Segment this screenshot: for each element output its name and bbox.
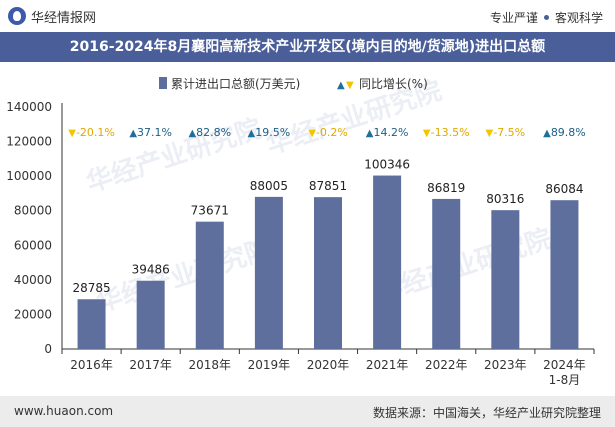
bar <box>254 196 283 349</box>
bar <box>195 221 224 349</box>
bar <box>77 299 106 349</box>
x-tick-label: 2021年 <box>366 358 409 372</box>
yoy-label: ▼-20.1% <box>68 126 115 139</box>
y-tick-label: 100000 <box>6 169 52 183</box>
legend-yoy-label: 同比增长(%) <box>359 77 428 91</box>
y-tick-label: 0 <box>44 342 52 356</box>
yoy-label: ▼-0.2% <box>308 126 348 139</box>
yoy-value: 89.8% <box>551 126 586 139</box>
legend-bar-label: 累计进出口总额(万美元) <box>171 77 300 91</box>
bullet-icon <box>543 15 549 20</box>
bar <box>373 175 402 349</box>
bar <box>491 210 520 349</box>
data-label: 86084 <box>545 182 583 196</box>
title-bar: 2016-2024年8月襄阳高新技术产业开发区(境内目的地/货源地)进出口总额 <box>0 32 615 62</box>
y-tick-label: 40000 <box>14 273 52 287</box>
slogan-right: 客观科学 <box>554 11 603 25</box>
up-triangle-icon: ▲ <box>366 128 374 139</box>
data-label: 87851 <box>309 179 347 193</box>
x-tick-label: 2023年 <box>484 358 527 372</box>
data-label: 39486 <box>132 263 170 277</box>
brand-name: 华经情报网 <box>31 10 97 26</box>
legend-up-triangle-icon: ▲ <box>337 80 345 91</box>
down-triangle-icon: ▼ <box>486 128 494 139</box>
brand: 华经情报网 <box>8 7 97 26</box>
footer-bar: www.huaon.com 数据来源：中国海关，华经产业研究院整理 <box>0 396 615 427</box>
data-label: 86819 <box>427 181 465 195</box>
huajing-logo-icon <box>8 7 26 25</box>
bar <box>314 197 342 349</box>
data-label: 100346 <box>364 158 410 172</box>
down-triangle-icon: ▼ <box>68 128 76 139</box>
yoy-label: ▲89.8% <box>543 126 586 139</box>
y-tick-label: 80000 <box>14 204 52 218</box>
yoy-value: 82.8% <box>196 126 231 139</box>
x-tick-label: 2019年 <box>248 358 291 372</box>
yoy-label: ▲37.1% <box>129 126 172 139</box>
footer-url: www.huaon.com <box>14 404 114 418</box>
data-source: 数据来源：中国海关，华经产业研究院整理 <box>372 406 601 420</box>
x-tick-label: 2016年 <box>70 358 113 372</box>
x-tick-label: 2020年 <box>307 358 350 372</box>
x-tick-label: 2017年 <box>129 358 172 372</box>
data-label: 28785 <box>72 281 110 295</box>
down-triangle-icon: ▼ <box>308 128 316 139</box>
data-label: 73671 <box>191 204 229 218</box>
yoy-label: ▼-7.5% <box>486 126 526 139</box>
x-tick-label: 2022年 <box>425 358 468 372</box>
x-tick-label: 2024年 <box>543 358 586 372</box>
up-triangle-icon: ▲ <box>248 128 256 139</box>
slogan: 专业严谨 客观科学 <box>490 9 603 26</box>
bar <box>432 198 461 349</box>
down-triangle-icon: ▼ <box>423 128 431 139</box>
y-tick-label: 20000 <box>14 307 52 321</box>
yoy-value: -20.1% <box>76 126 115 139</box>
legend-down-triangle-icon: ▼ <box>346 80 354 91</box>
y-tick-label: 120000 <box>6 135 52 149</box>
yoy-label: ▼-13.5% <box>423 126 470 139</box>
yoy-value: -13.5% <box>431 126 470 139</box>
yoy-value: -0.2% <box>316 126 348 139</box>
x-tick-label: 1-8月 <box>549 373 581 387</box>
up-triangle-icon: ▲ <box>129 128 137 139</box>
up-triangle-icon: ▲ <box>543 128 551 139</box>
y-tick-label: 60000 <box>14 238 52 252</box>
yoy-label: ▲82.8% <box>188 126 231 139</box>
chart-title: 2016-2024年8月襄阳高新技术产业开发区(境内目的地/货源地)进出口总额 <box>69 39 546 55</box>
yoy-value: -7.5% <box>493 126 525 139</box>
legend-bar-swatch <box>159 77 167 89</box>
bar <box>136 280 165 349</box>
yoy-value: 14.2% <box>373 126 408 139</box>
yoy-value: 19.5% <box>255 126 290 139</box>
yoy-label: ▲19.5% <box>248 126 291 139</box>
data-label: 80316 <box>486 192 524 206</box>
y-tick-label: 140000 <box>6 100 52 114</box>
slogan-left: 专业严谨 <box>489 11 538 25</box>
watermark-2: 华经产业研究院 <box>93 233 276 319</box>
top-bar: 华经情报网 专业严谨 客观科学 <box>0 0 615 32</box>
yoy-label: ▲14.2% <box>366 126 409 139</box>
up-triangle-icon: ▲ <box>188 128 196 139</box>
data-label: 88005 <box>250 179 288 193</box>
x-tick-label: 2018年 <box>189 358 232 372</box>
bar <box>550 200 579 349</box>
yoy-value: 37.1% <box>137 126 172 139</box>
